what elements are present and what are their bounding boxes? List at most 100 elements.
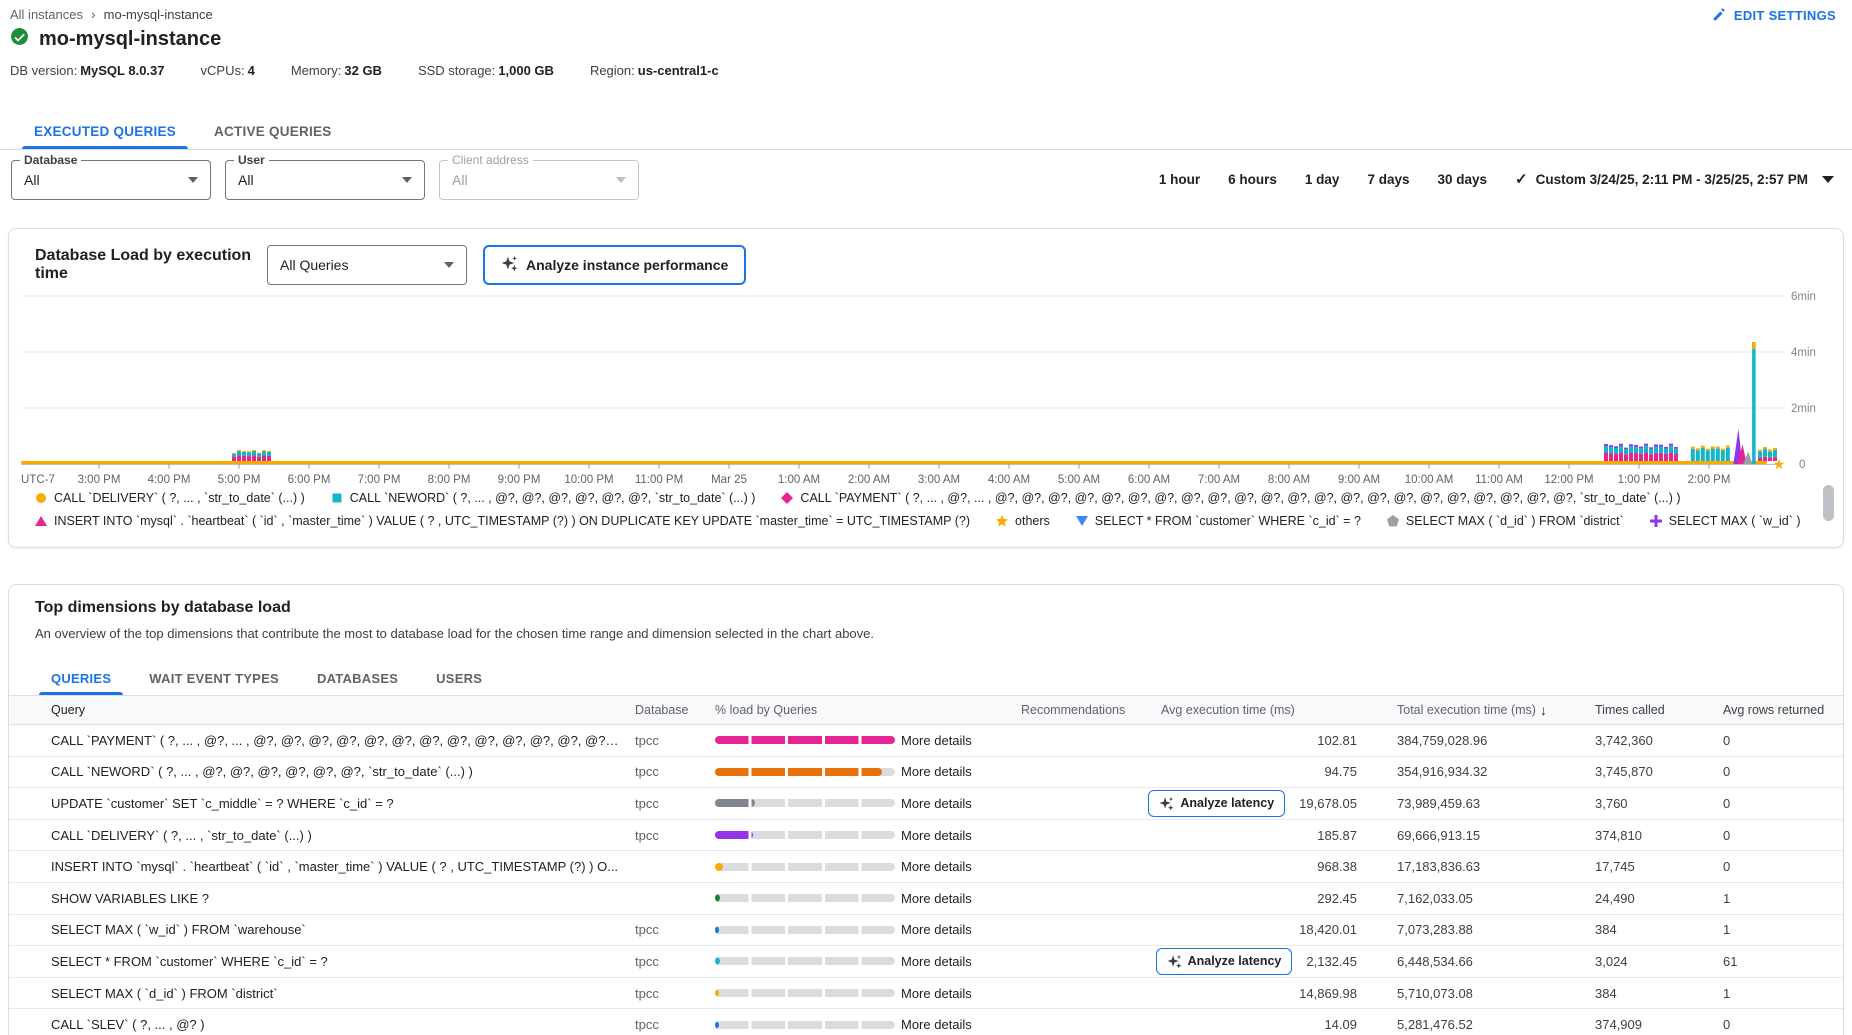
load-bar-fill bbox=[715, 894, 720, 903]
legend-item[interactable]: SELECT MAX ( `w_id` ) FROM `warehouse` bbox=[1649, 514, 1803, 528]
query-cell: CALL `NEWORD` ( ?, ... , @?, @?, @?, @?,… bbox=[51, 764, 473, 780]
legend-item[interactable]: others bbox=[996, 514, 1050, 528]
svg-text:12:00 PM: 12:00 PM bbox=[1544, 474, 1593, 486]
more-details-link[interactable]: More details bbox=[901, 1017, 972, 1033]
diamond-marker-icon bbox=[781, 492, 794, 504]
breadcrumb: All instances › mo-mysql-instance bbox=[10, 6, 213, 22]
tab-active-queries[interactable]: ACTIVE QUERIES bbox=[214, 123, 332, 139]
table-row: CALL `SLEV` ( ?, ... , @? ) tpcc More deta… bbox=[9, 1009, 1843, 1035]
column-header-% load by Queries[interactable]: % load by Queries bbox=[715, 703, 818, 717]
avg-rows-returned-cell: 1 bbox=[1723, 922, 1731, 938]
svg-text:10:00 AM: 10:00 AM bbox=[1405, 474, 1454, 486]
filter-user[interactable]: User All bbox=[225, 153, 425, 200]
column-header-Avg rows returned[interactable]: Avg rows returned bbox=[1723, 703, 1825, 717]
total-execution-cell: 6,448,534.66 bbox=[1397, 953, 1473, 969]
svg-text:8:00 PM: 8:00 PM bbox=[428, 474, 471, 486]
table-row: INSERT INTO `mysql` . `heartbeat` ( `id`… bbox=[9, 851, 1843, 883]
avg-rows-returned-cell: 0 bbox=[1723, 859, 1731, 875]
legend-item[interactable]: SELECT MAX ( `d_id` ) FROM `district` bbox=[1386, 514, 1624, 528]
time-preset-6-hours[interactable]: 6 hours bbox=[1228, 171, 1277, 187]
total-execution-cell: 7,073,283.88 bbox=[1397, 922, 1473, 938]
svg-text:7:00 PM: 7:00 PM bbox=[358, 474, 401, 486]
analyze-latency-label: Analyze latency bbox=[1180, 796, 1275, 811]
load-bar bbox=[715, 767, 895, 776]
legend-scrollbar[interactable] bbox=[1823, 485, 1834, 521]
total-execution-cell: 7,162,033.05 bbox=[1397, 890, 1473, 906]
avg-execution-value: 2,132.45 bbox=[1306, 953, 1357, 969]
legend-item[interactable]: SELECT * FROM `customer` WHERE `c_id` = … bbox=[1075, 514, 1361, 528]
column-header-Times called[interactable]: Times called bbox=[1595, 703, 1665, 717]
database-cell: tpcc bbox=[635, 953, 659, 969]
tab-executed-queries[interactable]: EXECUTED QUERIES bbox=[22, 113, 189, 149]
dimension-tab-wait-event-types[interactable]: WAIT EVENT TYPES bbox=[149, 670, 279, 686]
more-details-link[interactable]: More details bbox=[901, 764, 972, 780]
legend-item[interactable]: CALL `PAYMENT` ( ?, ... , @?, ... , @?, … bbox=[781, 491, 1681, 505]
load-bar bbox=[715, 957, 895, 966]
dimension-tab-queries[interactable]: QUERIES bbox=[39, 661, 124, 695]
filter-database[interactable]: Database All bbox=[11, 153, 211, 200]
column-header-Recommendations[interactable]: Recommendations bbox=[1021, 703, 1126, 717]
top-dimensions-card: Top dimensions by database load An overv… bbox=[8, 584, 1844, 1035]
breadcrumb-all-instances[interactable]: All instances bbox=[10, 6, 83, 22]
more-details-link[interactable]: More details bbox=[901, 890, 972, 906]
more-details-link[interactable]: More details bbox=[901, 922, 972, 938]
column-header-Query[interactable]: Query bbox=[51, 703, 86, 717]
avg-execution-cell: 292.45 bbox=[1161, 891, 1357, 906]
legend-item[interactable]: CALL `NEWORD` ( ?, ... , @?, @?, @?, @?,… bbox=[331, 491, 755, 505]
sparkle-icon bbox=[1159, 796, 1174, 811]
database-cell: tpcc bbox=[635, 764, 659, 780]
svg-text:5:00 AM: 5:00 AM bbox=[1058, 474, 1100, 486]
more-details-link[interactable]: More details bbox=[901, 985, 972, 1001]
time-custom-range[interactable]: ✓ Custom 3/24/25, 2:11 PM - 3/25/25, 2:57… bbox=[1515, 170, 1834, 188]
analyze-instance-performance-button[interactable]: Analyze instance performance bbox=[483, 245, 747, 285]
more-details-link[interactable]: More details bbox=[901, 732, 972, 748]
check-icon: ✓ bbox=[1515, 171, 1528, 188]
sort-desc-icon[interactable]: ↓ bbox=[1539, 702, 1547, 718]
time-preset-30-days[interactable]: 30 days bbox=[1437, 171, 1488, 187]
more-details-link[interactable]: More details bbox=[901, 859, 972, 875]
avg-rows-returned-cell: 0 bbox=[1723, 1017, 1731, 1033]
load-cell bbox=[715, 989, 901, 998]
analyze-latency-label: Analyze latency bbox=[1187, 954, 1282, 969]
more-details-link[interactable]: More details bbox=[901, 953, 972, 969]
query-cell: SELECT * FROM `customer` WHERE `c_id` = … bbox=[51, 953, 328, 969]
times-called-cell: 384 bbox=[1595, 922, 1617, 938]
load-bar bbox=[715, 1020, 895, 1029]
svg-text:2:00 PM: 2:00 PM bbox=[1688, 474, 1731, 486]
database-cell: tpcc bbox=[635, 922, 659, 938]
instance-title-row: mo-mysql-instance bbox=[10, 27, 221, 51]
chart-title: Database Load by execution time bbox=[35, 247, 252, 282]
legend-item[interactable]: INSERT INTO `mysql` . `heartbeat` ( `id`… bbox=[35, 514, 970, 528]
analyze-latency-button[interactable]: Analyze latency bbox=[1155, 947, 1293, 975]
legend-item[interactable]: CALL `DELIVERY` ( ?, ... , `str_to_date`… bbox=[35, 491, 305, 505]
database-cell: tpcc bbox=[635, 795, 659, 811]
dimension-tab-users[interactable]: USERS bbox=[436, 670, 483, 686]
database-cell: tpcc bbox=[635, 985, 659, 1001]
query-dimension-select[interactable]: All Queries bbox=[267, 245, 467, 285]
svg-text:1:00 PM: 1:00 PM bbox=[1618, 474, 1661, 486]
dropdown-arrow-icon bbox=[188, 177, 198, 183]
more-details-link[interactable]: More details bbox=[901, 827, 972, 843]
column-header-Database[interactable]: Database bbox=[635, 703, 689, 717]
more-details-link[interactable]: More details bbox=[901, 795, 972, 811]
svg-text:11:00 PM: 11:00 PM bbox=[635, 474, 683, 486]
column-header-Avg execution time (ms)[interactable]: Avg execution time (ms) bbox=[1161, 703, 1295, 717]
svg-text:4min: 4min bbox=[1791, 347, 1816, 359]
times-called-cell: 384 bbox=[1595, 985, 1617, 1001]
time-preset-1-hour[interactable]: 1 hour bbox=[1158, 171, 1201, 187]
avg-execution-cell: 94.75 bbox=[1161, 764, 1357, 779]
load-cell bbox=[715, 767, 901, 776]
edit-settings-button[interactable]: EDIT SETTINGS bbox=[1712, 6, 1836, 25]
analyze-latency-button[interactable]: Analyze latency bbox=[1148, 789, 1286, 817]
time-preset-1-day[interactable]: 1 day bbox=[1304, 171, 1340, 187]
dimension-tab-databases[interactable]: DATABASES bbox=[316, 670, 399, 686]
meta-item: SSD storage: 1,000 GB bbox=[417, 63, 554, 78]
legend-label: CALL `DELIVERY` ( ?, ... , `str_to_date`… bbox=[54, 491, 305, 505]
column-header-Total execution time (ms)[interactable]: Total execution time (ms) ↓ bbox=[1357, 702, 1553, 718]
legend-row: CALL `DELIVERY` ( ?, ... , `str_to_date`… bbox=[35, 491, 1803, 505]
query-cell: UPDATE `customer` SET `c_middle` = ? WHE… bbox=[51, 795, 394, 811]
avg-execution-cell: Analyze latency 2,132.45 bbox=[1155, 947, 1357, 975]
square-marker-icon bbox=[332, 493, 342, 503]
time-preset-7-days[interactable]: 7 days bbox=[1367, 171, 1410, 187]
